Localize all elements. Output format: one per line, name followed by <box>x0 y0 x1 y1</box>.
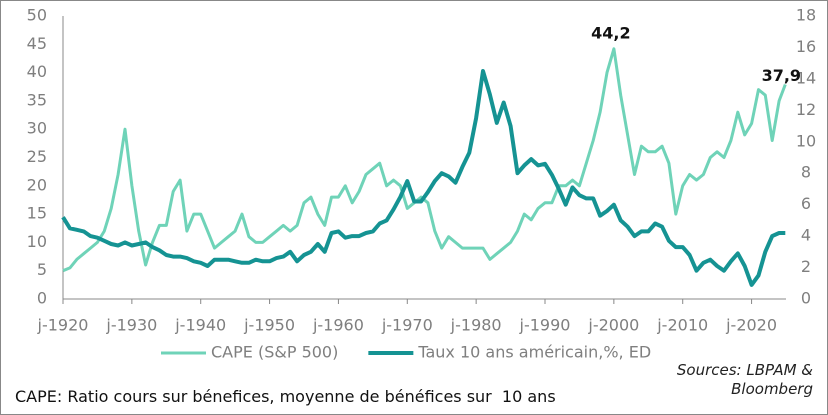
y2-tick-label: 4 <box>801 226 811 245</box>
series-line <box>62 47 787 273</box>
y2-tick-label: 0 <box>801 289 811 308</box>
series-line <box>61 69 786 287</box>
y2-tick-label: 2 <box>801 257 811 276</box>
y-tick-label: 50 <box>27 6 47 25</box>
x-tick-label: j-1960 <box>312 316 364 335</box>
y-tick-label: 10 <box>27 232 47 251</box>
x-tick-label: j-1920 <box>37 316 89 335</box>
y-tick-label: 30 <box>27 119 47 138</box>
x-tick-label: j-1990 <box>519 316 571 335</box>
y2-tick-label: 16 <box>796 37 816 56</box>
annotation: 44,2 <box>591 23 630 42</box>
y2-tick-label: 14 <box>796 68 816 87</box>
y2-tick-label: 10 <box>796 131 816 150</box>
y-tick-label: 45 <box>27 34 47 53</box>
chart: 0 5 10 15 20 25 30 35 40 45 50 0 2 4 6 8 10 12 14 16 18 j-192… <box>27 6 817 362</box>
annotation: 37,9 <box>762 66 801 85</box>
x-tick-label: j-1950 <box>243 316 295 335</box>
y-tick-label: 20 <box>27 175 47 194</box>
y-tick-label: 40 <box>27 62 47 81</box>
x-tick-label: j-1970 <box>381 316 433 335</box>
y-tick-label: 35 <box>27 90 47 109</box>
y-tick-label: 25 <box>27 147 47 166</box>
x-tick-label: j-1940 <box>174 316 226 335</box>
x-tick-label: j-2000 <box>587 316 639 335</box>
y-tick-label: 5 <box>37 260 47 279</box>
y2-tick-label: 18 <box>796 6 816 25</box>
y-tick-label: 15 <box>27 204 47 223</box>
legend-label: CAPE (S&P 500) <box>211 343 338 362</box>
x-tick-label: j-1980 <box>450 316 502 335</box>
y-tick-label: 0 <box>37 289 47 308</box>
source: Sources: LBPAM & Bloomberg <box>676 361 813 398</box>
y2-tick-label: 8 <box>801 163 811 182</box>
legend-label: Taux 10 ans américain,%, ED <box>417 343 651 362</box>
note: CAPE: Ratio cours sur bénefices, moyenne… <box>15 387 556 406</box>
y2-tick-label: 6 <box>801 194 811 213</box>
x-tick-label: j-2010 <box>656 316 708 335</box>
x-tick-label: j-2020 <box>725 316 777 335</box>
y2-tick-label: 12 <box>796 100 816 119</box>
x-tick-label: j-1930 <box>105 316 157 335</box>
